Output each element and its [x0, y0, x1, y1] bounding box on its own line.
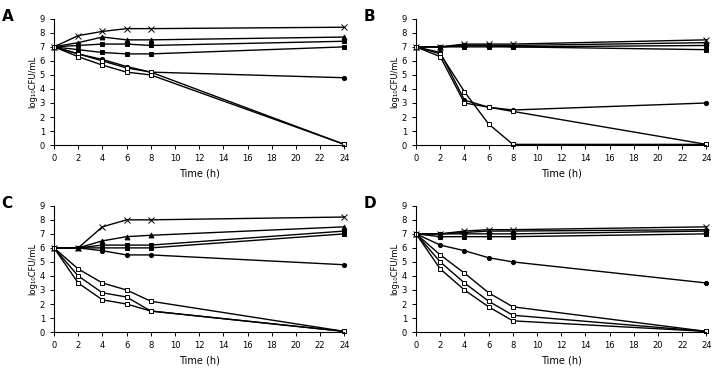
Text: B: B [364, 9, 375, 24]
X-axis label: Time (h): Time (h) [541, 356, 582, 366]
X-axis label: Time (h): Time (h) [541, 169, 582, 179]
X-axis label: Time (h): Time (h) [179, 356, 220, 366]
Y-axis label: log₁₀CFU/mL: log₁₀CFU/mL [390, 243, 399, 295]
Text: D: D [364, 196, 377, 211]
Text: A: A [1, 9, 14, 24]
Text: C: C [1, 196, 13, 211]
Y-axis label: log₁₀CFU/mL: log₁₀CFU/mL [390, 56, 399, 108]
Y-axis label: log₁₀CFU/mL: log₁₀CFU/mL [28, 243, 37, 295]
Y-axis label: log₁₀CFU/mL: log₁₀CFU/mL [28, 56, 37, 108]
X-axis label: Time (h): Time (h) [179, 169, 220, 179]
